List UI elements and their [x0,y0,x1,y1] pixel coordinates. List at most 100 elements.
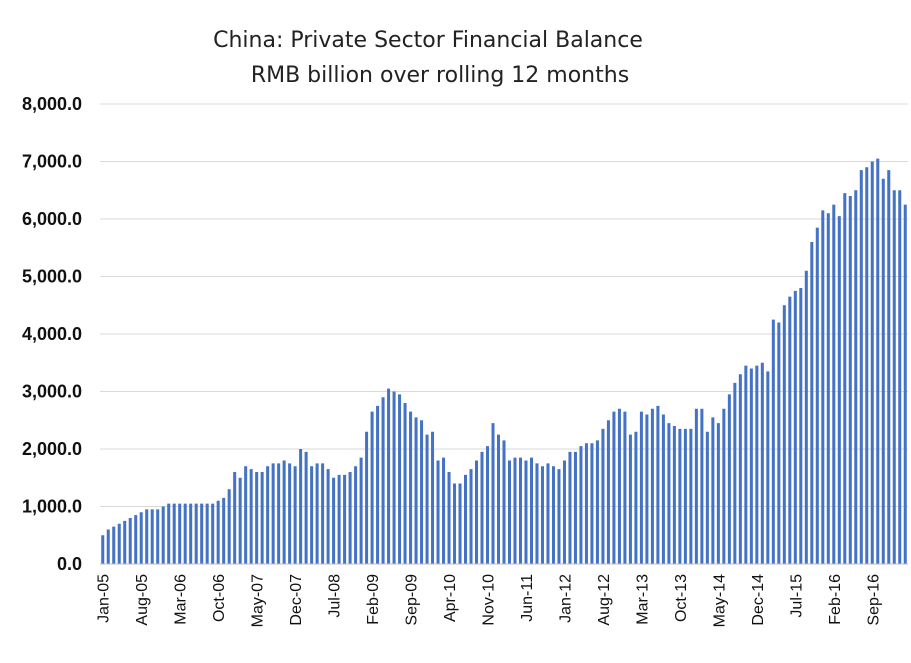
bar [106,529,110,564]
bar [458,483,462,564]
bar [288,463,292,565]
bar [760,362,764,564]
bar [326,469,330,565]
bar [738,374,742,564]
bar [843,193,847,565]
bar [650,408,654,564]
bar [123,520,127,565]
bar [172,503,176,565]
bar [469,469,473,565]
bar [535,463,539,565]
bar [299,449,303,564]
bar [876,158,880,565]
bar [227,489,231,564]
bar [755,365,759,565]
x-tick-label: May-07 [250,574,267,627]
bar [354,466,358,564]
bar [892,190,896,564]
bar [810,242,814,564]
bar [502,440,506,565]
bar [546,463,550,565]
bar [826,213,830,564]
bar [689,428,693,565]
x-tick-label: Oct-13 [673,574,690,622]
x-tick-label: Dec-07 [288,574,305,626]
bar [194,503,198,565]
bar [601,428,605,565]
x-axis-labels: Jan-05 Aug-05 Mar-06 Oct-06 May-07 Dec-07 Jul-… [96,574,883,627]
x-tick-label: Jun-11 [519,574,536,622]
bar [656,405,660,565]
bar [332,477,336,564]
bar [639,411,643,565]
x-tick-label: Jan-12 [557,574,574,623]
bar [134,515,138,565]
bar [381,397,385,564]
bar [524,460,528,564]
x-tick-label: Mar-06 [173,574,190,625]
bar [529,457,533,565]
bar [403,403,407,564]
bar [310,466,314,564]
bar [617,408,621,564]
x-tick-label: Jan-05 [96,574,113,623]
bar [425,434,429,565]
bar [628,434,632,565]
bar [211,503,215,565]
bar [865,167,869,564]
bar [156,509,160,565]
bar [260,472,264,564]
x-tick-label: Feb-09 [365,574,382,625]
bars [101,158,907,565]
y-tick-label: 6,000.0 [22,209,82,229]
bar [551,466,555,564]
bar [315,463,319,565]
bar [518,457,522,565]
bar [667,423,671,565]
bar [150,509,154,565]
y-tick-label: 7,000.0 [22,152,82,172]
bar [266,466,270,564]
bar [222,497,226,565]
bar [282,460,286,564]
bar [727,394,731,565]
bar [216,500,220,564]
x-tick-label: Nov-10 [481,574,498,626]
bar [139,512,143,564]
bar [804,270,808,564]
bar [645,414,649,564]
bar [716,423,720,565]
bar [513,457,517,565]
bar [733,382,737,565]
bar [634,431,638,564]
bar [672,426,676,564]
bar [854,190,858,564]
bar [568,451,572,565]
bar [431,431,435,564]
x-tick-label: Aug-12 [596,574,613,626]
x-tick-label: Jul-15 [788,574,805,618]
bar [189,503,193,565]
y-tick-label: 2,000.0 [22,439,82,459]
bar [178,503,182,565]
bar [387,388,391,565]
x-tick-label: Mar-13 [634,574,651,625]
bar [348,472,352,564]
bar [799,288,803,564]
bar [832,204,836,565]
y-tick-label: 3,000.0 [22,382,82,402]
bar [678,428,682,565]
bar [101,535,105,564]
bar [293,466,297,564]
bar [661,414,665,564]
bar [579,446,583,565]
bar [815,227,819,565]
bar [442,457,446,565]
bar [821,210,825,565]
bar [749,368,753,564]
bar [145,509,149,565]
bar [881,178,885,564]
bar [205,503,209,565]
bar [233,472,237,564]
